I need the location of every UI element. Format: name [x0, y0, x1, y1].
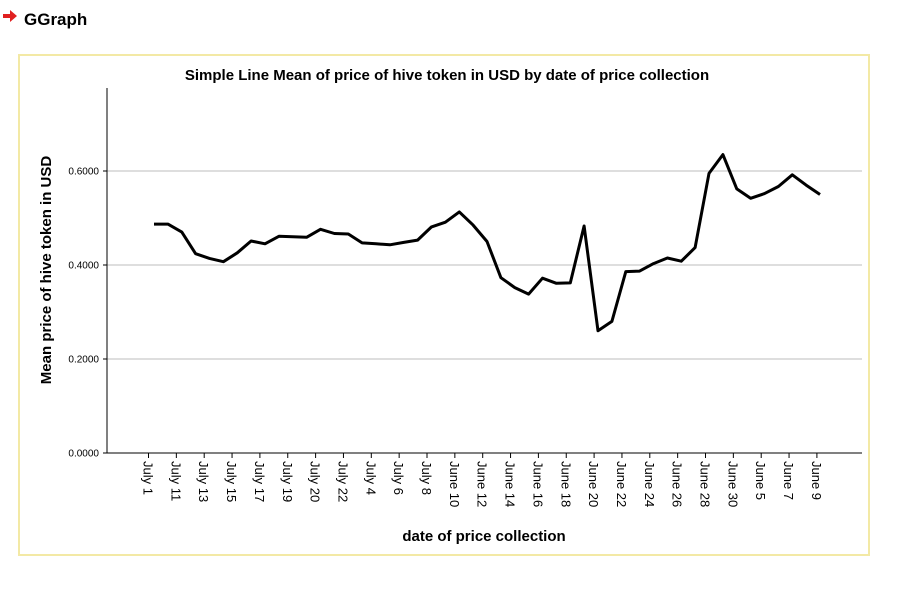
x-tick-label: June 28	[698, 461, 713, 507]
x-tick-label: July 17	[252, 461, 267, 502]
header-title[interactable]: GGraph	[24, 10, 88, 29]
y-tick-label: 0.4000	[68, 261, 99, 272]
x-tick-label: July 15	[224, 461, 239, 502]
x-tick-label: July 11	[168, 461, 183, 501]
x-tick-label: June 7	[781, 461, 796, 500]
y-tick-label: 0.0000	[68, 449, 99, 460]
chart-title: Simple Line Mean of price of hive token …	[185, 67, 709, 84]
x-tick-label: July 19	[280, 461, 295, 502]
y-tick-label: 0.6000	[68, 167, 99, 178]
x-tick-label: June 22	[614, 461, 629, 507]
x-tick-label: June 30	[725, 461, 740, 507]
x-tick-label: June 26	[670, 461, 685, 507]
x-tick-label: July 6	[391, 461, 406, 495]
x-axis-label: date of price collection	[402, 528, 565, 545]
output-header: GGraph	[2, 8, 87, 32]
x-axis-ticks: July 1 July 11 July 13 July 15 July 17 July 1…	[141, 453, 824, 507]
x-tick-label: June 12	[475, 461, 490, 507]
chart-frame[interactable]: Simple Line Mean of price of hive token …	[18, 54, 870, 556]
x-tick-label: June 24	[642, 461, 657, 507]
x-tick-label: June 5	[753, 461, 768, 500]
x-tick-label: June 18	[558, 461, 573, 507]
x-tick-label: June 20	[586, 461, 601, 507]
y-axis-label: Mean price of hive token in USD	[38, 156, 55, 385]
line-chart: Simple Line Mean of price of hive token …	[38, 67, 862, 545]
x-tick-label: July 20	[308, 461, 323, 502]
x-tick-label: June 16	[530, 461, 545, 507]
x-tick-label: June 14	[503, 461, 518, 507]
red-arrow-icon[interactable]	[2, 10, 18, 28]
y-axis-ticks: 0.0000 0.2000 0.4000 0.6000	[68, 167, 107, 460]
series-line	[154, 153, 821, 333]
y-tick-label: 0.2000	[68, 355, 99, 366]
x-tick-label: July 4	[363, 461, 378, 495]
x-tick-label: July 1	[141, 461, 156, 495]
x-tick-label: June 10	[447, 461, 462, 507]
gridlines	[107, 170, 862, 360]
x-tick-label: July 13	[196, 461, 211, 502]
x-tick-label: July 8	[419, 461, 434, 495]
x-tick-label: July 22	[335, 461, 350, 502]
x-tick-label: June 9	[809, 461, 824, 500]
